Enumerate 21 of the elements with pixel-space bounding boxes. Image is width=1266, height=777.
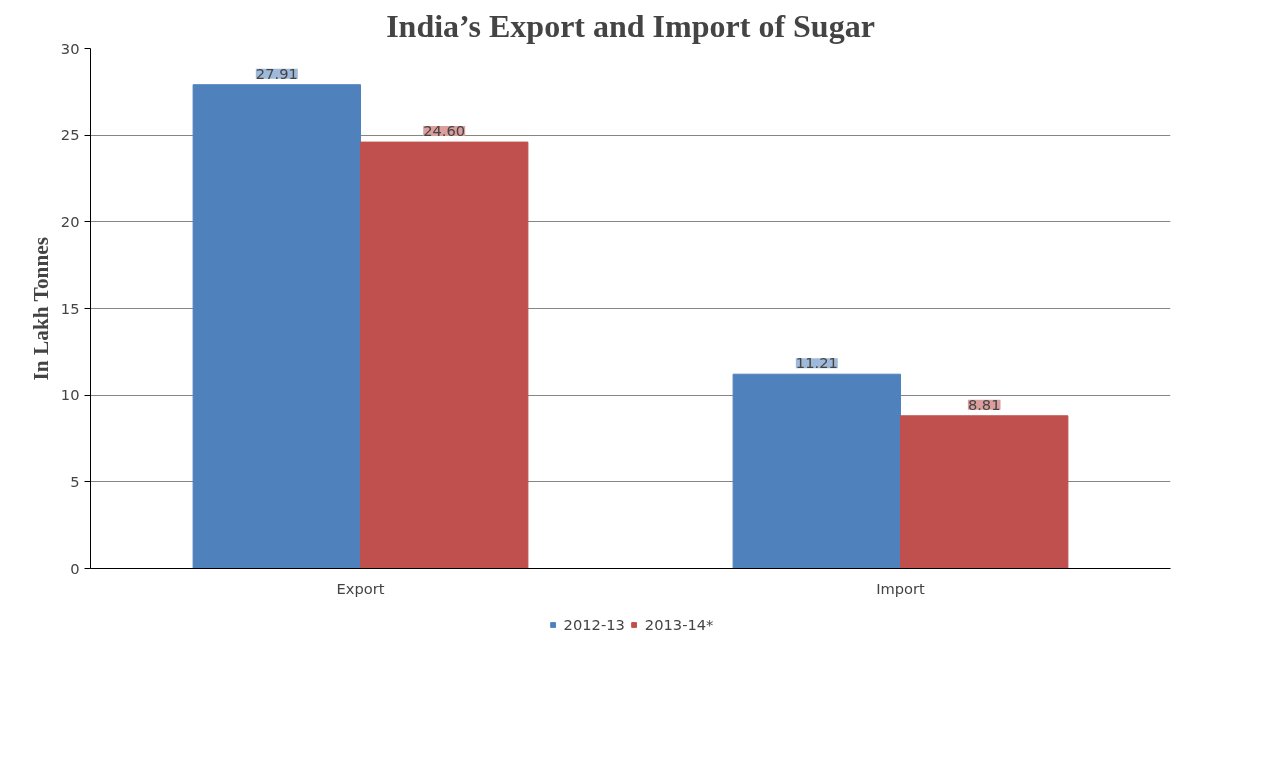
y-tick-label: 25 <box>60 126 80 144</box>
legend-label: 2012-13 <box>563 615 625 633</box>
x-tick-label: Import <box>876 579 926 597</box>
bar <box>360 141 529 569</box>
chart-title: India’s Export and Import of Sugar <box>386 7 875 44</box>
bar <box>900 415 1069 569</box>
bar <box>732 373 901 569</box>
x-tick-label: Export <box>336 579 385 597</box>
y-tick-label: 20 <box>60 212 80 230</box>
y-tick-label: 5 <box>70 472 80 490</box>
y-tick-label: 30 <box>60 39 80 57</box>
data-label: 11.21 <box>795 354 838 372</box>
legend-label: 2013-14* <box>644 615 714 633</box>
data-label: 24.60 <box>423 122 466 140</box>
y-tick-label: 10 <box>60 386 80 404</box>
data-label: 27.91 <box>255 64 298 82</box>
y-tick-label: 15 <box>60 299 80 317</box>
y-tick-label: 0 <box>70 559 80 577</box>
bar <box>192 84 361 569</box>
y-axis-title: In Lakh Tonnes <box>28 236 53 381</box>
data-label: 8.81 <box>967 395 1001 413</box>
